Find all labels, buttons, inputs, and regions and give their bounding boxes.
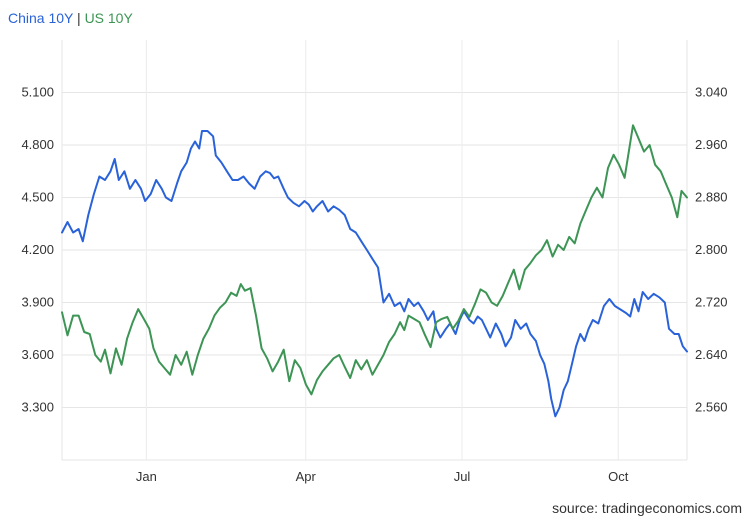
legend-item-us-10y[interactable]: US 10Y <box>84 10 133 26</box>
y-right-tick-label: 2.800 <box>695 242 728 257</box>
y-left-tick-label: 4.800 <box>21 137 54 152</box>
y-right-tick-label: 2.960 <box>695 137 728 152</box>
chart-legend: China 10Y | US 10Y <box>8 9 133 27</box>
series-line-us-10y <box>61 124 688 396</box>
y-left-tick-label: 4.200 <box>21 242 54 257</box>
series-line-china-10y <box>61 130 688 418</box>
y-right-tick-label: 2.880 <box>695 190 728 205</box>
y-right-tick-label: 3.040 <box>695 85 728 100</box>
y-right-tick-label: 2.640 <box>695 347 728 362</box>
y-left-tick-label: 3.600 <box>21 347 54 362</box>
legend-separator: | <box>77 10 81 26</box>
x-tick-label: Apr <box>296 469 317 484</box>
x-tick-label: Jul <box>454 469 471 484</box>
x-tick-label: Oct <box>608 469 629 484</box>
y-left-tick-label: 5.100 <box>21 85 54 100</box>
legend-item-china-10y[interactable]: China 10Y <box>8 10 74 26</box>
x-tick-label: Jan <box>136 469 157 484</box>
y-right-tick-label: 2.560 <box>695 400 728 415</box>
y-right-tick-label: 2.720 <box>695 295 728 310</box>
y-left-tick-label: 3.300 <box>21 400 54 415</box>
y-left-tick-label: 3.900 <box>21 295 54 310</box>
source-attribution[interactable]: source: tradingeconomics.com <box>552 500 742 516</box>
y-left-tick-label: 4.500 <box>21 190 54 205</box>
